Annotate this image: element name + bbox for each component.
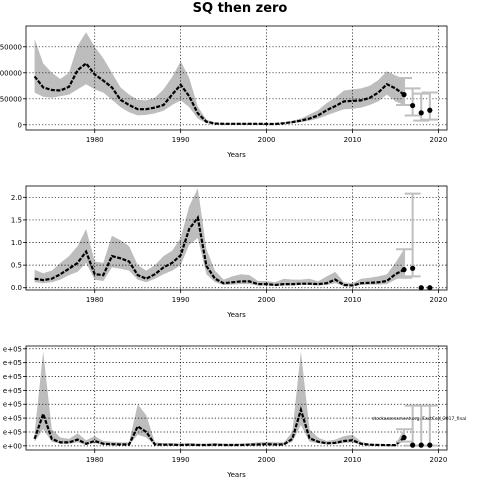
x-tick-label: 1980 <box>86 456 104 464</box>
x-tick-label: 2020 <box>429 136 447 144</box>
y-tick-label: 1.0 <box>11 239 22 247</box>
y-tick-label: 150000 <box>0 43 22 51</box>
x-tick-label: 2010 <box>344 296 362 304</box>
x-axis-label: Years <box>226 151 246 159</box>
x-tick-label: 1990 <box>172 136 190 144</box>
plot-frame <box>25 185 448 291</box>
y-tick-label: e+05 <box>3 428 22 436</box>
projection-point <box>418 110 424 116</box>
estimate-line <box>33 405 405 447</box>
confidence-band <box>34 351 404 446</box>
panels: 1980 1990 2000 2010 2020 0 50000 100000 150000 Ye… <box>0 25 448 479</box>
estimate-line <box>34 215 405 287</box>
x-tick-label: 2000 <box>258 136 276 144</box>
y-tick-label: 50000 <box>0 95 22 103</box>
projection-point <box>427 442 433 448</box>
projection-point <box>418 285 424 291</box>
projection-point <box>401 267 407 273</box>
projection-point <box>410 442 416 448</box>
x-tick-label: 2000 <box>258 456 276 464</box>
y-tick-label: 0.0 <box>11 284 22 292</box>
y-tick-label: 0.5 <box>11 262 22 270</box>
x-tick-label: 1980 <box>86 136 104 144</box>
y-tick-label: 2.0 <box>11 194 22 202</box>
y-tick-label: e+00 <box>3 442 22 450</box>
confidence-band <box>34 188 404 287</box>
x-tick-label: 2010 <box>344 456 362 464</box>
projection-point <box>410 102 416 109</box>
x-tick-label: 1990 <box>172 296 190 304</box>
y-tick-label: e+05 <box>3 401 22 409</box>
x-axis-label: Years <box>226 471 246 479</box>
x-tick-label: 2020 <box>429 296 447 304</box>
projection-point <box>427 107 433 113</box>
x-axis-label: Years <box>226 311 246 319</box>
panel-1: 1980 1990 2000 2010 2020 0 50000 100000 150000 Ye… <box>0 25 448 159</box>
panel-2: 1980 1990 2000 2010 2020 0.0 0.5 1.0 1.5 2.0 Years <box>11 185 448 319</box>
watermark: stockassessment.org, EastCod_2017_final <box>372 416 466 422</box>
figure-title: SQ then zero <box>193 1 288 16</box>
plot-frame <box>25 25 448 131</box>
projection-point <box>401 92 407 98</box>
projection-point <box>401 434 407 441</box>
projection-point <box>410 265 416 271</box>
panel-3: 1980 1990 2000 2010 2020 e+00 e+05 e+05 e+05 e+05… <box>3 345 448 479</box>
x-tick-label: 1980 <box>86 296 104 304</box>
x-tick-label: 2010 <box>344 136 362 144</box>
x-tick-label: 2000 <box>258 296 276 304</box>
projection-point <box>427 285 433 291</box>
plot-frame <box>25 345 448 451</box>
y-tick-label: e+05 <box>3 373 22 381</box>
y-tick-label: 0 <box>18 121 22 129</box>
estimate-line <box>33 61 405 126</box>
projection-point <box>418 442 424 448</box>
x-tick-label: 2020 <box>429 456 447 464</box>
y-tick-label: e+05 <box>3 415 22 423</box>
confidence-band <box>34 32 404 125</box>
y-tick-label: 1.5 <box>11 216 22 224</box>
y-tick-label: e+05 <box>3 387 22 395</box>
y-tick-label: e+05 <box>3 359 22 367</box>
y-tick-label: e+05 <box>3 345 22 353</box>
y-tick-label: 100000 <box>0 69 22 77</box>
x-tick-label: 1990 <box>172 456 190 464</box>
